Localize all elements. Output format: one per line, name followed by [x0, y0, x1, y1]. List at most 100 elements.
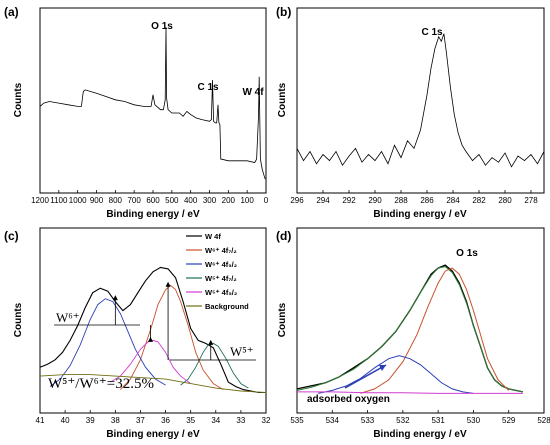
legend-entry: W 4f — [205, 232, 221, 241]
x-tick-label: 286 — [420, 196, 434, 205]
peak-arrowhead — [112, 295, 118, 301]
x-tick-label: 41 — [36, 416, 45, 425]
legend-c: W 4f W⁶⁺ 4f₇/₂ W⁶⁺ 4f₅/₂ W⁵⁺ 4f₇/₂ W⁵⁺ 4f₅/₂… — [186, 232, 249, 311]
x-tick-label: 0 — [264, 196, 269, 205]
adsorbed-oxygen-arrow — [344, 364, 387, 389]
x-tick-label: 800 — [109, 196, 123, 205]
x-tick-label: 33 — [236, 416, 245, 425]
x-tick-label: 40 — [61, 416, 70, 425]
annotation-c1s-a: C 1s — [197, 82, 219, 93]
x-tick-label: 528 — [537, 416, 550, 425]
panel-label-b: (b) — [276, 5, 291, 19]
x-axis-label-d: Binding energy / eV — [373, 429, 467, 440]
legend-entry: W⁶⁺ 4f₅/₂ — [205, 260, 237, 269]
x-tick-label: 500 — [165, 196, 179, 205]
x-tick-label: 290 — [368, 196, 382, 205]
annotation-o1s-a: O 1s — [151, 21, 173, 32]
x-tick-label: 282 — [472, 196, 486, 205]
x-ticks-d: 535 534 533 532 531 530 529 528 — [290, 410, 550, 425]
x-tick-label: 1000 — [69, 196, 87, 205]
x-axis-label-c: Binding energy / eV — [106, 429, 200, 440]
peak-arrowhead — [208, 339, 214, 345]
plot-frame-c — [39, 227, 267, 414]
x-ticks-c: 41 40 39 38 37 36 35 34 33 32 — [36, 410, 271, 425]
x-tick-label: 530 — [467, 416, 481, 425]
legend-entry: W⁶⁺ 4f₇/₂ — [205, 246, 237, 255]
annotation-w4f-a: W 4f — [242, 87, 264, 98]
series-line — [110, 339, 191, 384]
annotation-c1s-b: C 1s — [421, 27, 443, 38]
x-tick-label: 32 — [262, 416, 271, 425]
panel-label-d: (d) — [276, 229, 291, 243]
x-tick-label: 535 — [290, 416, 304, 425]
x-tick-label: 34 — [211, 416, 220, 425]
x-ticks-b: 296 294 292 290 288 286 284 282 280 278 — [290, 190, 538, 205]
annotation-ratio: W⁵⁺/W⁶⁺=32.5% — [48, 376, 154, 392]
series-line — [39, 374, 267, 393]
series-line — [297, 391, 523, 394]
series-line — [49, 298, 166, 387]
peak-arrowhead — [147, 336, 153, 342]
x-tick-label: 35 — [186, 416, 195, 425]
x-tick-label: 1200 — [31, 196, 49, 205]
adsorbed-oxygen-arrowhead — [379, 365, 386, 371]
x-tick-label: 288 — [394, 196, 408, 205]
panel-label-c: (c) — [4, 229, 19, 243]
x-tick-label: 284 — [446, 196, 460, 205]
x-tick-label: 700 — [127, 196, 141, 205]
x-tick-label: 533 — [361, 416, 375, 425]
legend-entry: Background — [205, 302, 249, 311]
x-tick-label: 278 — [524, 196, 538, 205]
x-tick-label: 400 — [184, 196, 198, 205]
series-line-a — [39, 27, 266, 180]
x-tick-label: 37 — [136, 416, 145, 425]
x-ticks-a: 1200 1100 1000 900 800 700 600 500 400 300 200 100 0 — [31, 190, 269, 205]
panel-c: (c) 41 40 39 38 37 36 35 34 33 32 Binding energy … — [4, 227, 271, 440]
peak-arrows-c — [112, 281, 214, 360]
plot-frame-b — [296, 7, 545, 194]
panel-label-a: (a) — [4, 5, 19, 19]
series-line — [360, 267, 510, 394]
x-tick-label: 39 — [86, 416, 95, 425]
x-tick-label: 532 — [396, 416, 410, 425]
peak-arrowhead — [165, 281, 171, 287]
x-tick-label: 36 — [161, 416, 170, 425]
panel-b: (b) 296 294 292 290 288 286 284 282 280 278 Bindi… — [276, 5, 545, 220]
series-lines-d — [296, 264, 523, 394]
series-line — [39, 266, 266, 394]
series-line — [318, 355, 474, 394]
annotation-w6: W⁶⁺ — [56, 310, 80, 325]
legend-entry: W⁵⁺ 4f₅/₂ — [205, 288, 237, 297]
panel-a: (a) 1200 1100 1000 900 800 700 600 500 400 300 200… — [4, 5, 269, 220]
x-axis-label-b: Binding energy / eV — [373, 209, 467, 220]
series-line — [296, 264, 523, 393]
x-tick-label: 294 — [316, 196, 330, 205]
y-axis-label-c: Counts — [13, 302, 24, 337]
x-tick-label: 534 — [326, 416, 340, 425]
x-tick-label: 100 — [240, 196, 254, 205]
series-lines-c — [39, 266, 267, 394]
annotation-w5: W⁵⁺ — [230, 344, 254, 359]
plot-frame-d — [296, 227, 545, 414]
x-tick-label: 300 — [203, 196, 217, 205]
y-axis-label-a: Counts — [13, 82, 24, 117]
x-tick-label: 280 — [498, 196, 512, 205]
y-axis-label-b: Counts — [277, 82, 288, 117]
x-tick-label: 296 — [290, 196, 304, 205]
x-tick-label: 600 — [146, 196, 160, 205]
annotation-o1s-d: O 1s — [456, 248, 478, 259]
x-tick-label: 531 — [431, 416, 445, 425]
x-tick-label: 529 — [502, 416, 516, 425]
x-tick-label: 900 — [90, 196, 104, 205]
x-tick-label: 200 — [222, 196, 236, 205]
series-line — [296, 266, 523, 393]
panel-d: (d) 535 534 533 532 531 530 529 528 Binding ene… — [276, 227, 550, 440]
series-line — [180, 342, 249, 389]
x-tick-label: 292 — [342, 196, 356, 205]
x-tick-label: 38 — [111, 416, 120, 425]
legend-entry: W⁵⁺ 4f₇/₂ — [205, 274, 237, 283]
x-tick-label: 1100 — [50, 196, 68, 205]
series-line-b — [296, 33, 545, 168]
x-axis-label-a: Binding energy / eV — [106, 209, 200, 220]
